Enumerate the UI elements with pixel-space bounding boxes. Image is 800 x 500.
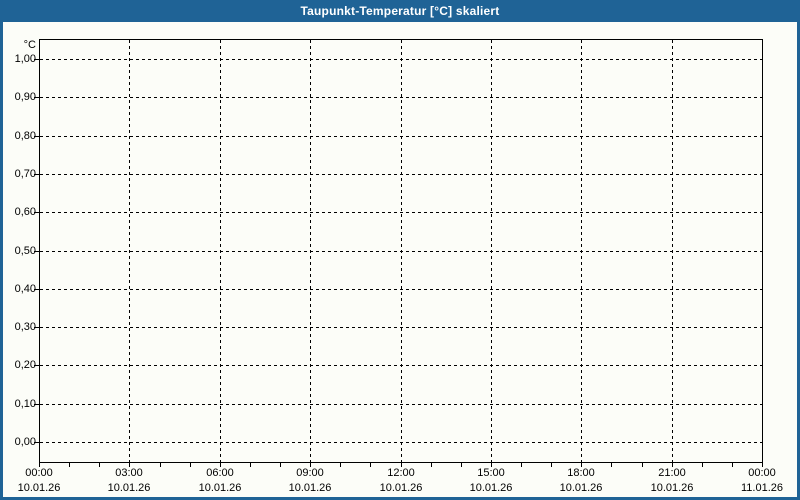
v-gridline xyxy=(581,40,582,462)
x-axis-tick xyxy=(611,463,612,467)
x-axis-tick xyxy=(280,463,281,467)
y-axis-label: 1,00 xyxy=(14,53,36,65)
v-gridline xyxy=(220,40,221,462)
y-axis-label: 0,10 xyxy=(14,398,36,410)
x-axis-tick xyxy=(310,463,311,467)
y-axis-tick xyxy=(34,59,39,60)
x-axis-tick xyxy=(431,463,432,467)
x-axis-tick xyxy=(129,463,130,467)
y-axis-label: 0,30 xyxy=(14,321,36,333)
y-axis-tick xyxy=(34,212,39,213)
y-axis-tick xyxy=(34,251,39,252)
x-axis-tick xyxy=(39,463,40,467)
y-axis-label: 0,90 xyxy=(14,91,36,103)
y-axis-label: 0,50 xyxy=(14,245,36,257)
x-axis-tick xyxy=(370,463,371,467)
y-axis-label: 0,70 xyxy=(14,168,36,180)
x-axis-tick xyxy=(160,463,161,467)
y-axis-tick xyxy=(34,136,39,137)
x-axis-time-label: 15:00 xyxy=(477,467,505,479)
y-axis-label: 0,80 xyxy=(14,130,36,142)
x-axis-tick xyxy=(250,463,251,467)
x-axis-date-label: 10.01.26 xyxy=(107,482,151,494)
y-axis-tick xyxy=(34,174,39,175)
window-frame-bottom xyxy=(0,497,800,500)
x-axis-time-label: 00:00 xyxy=(25,467,53,479)
y-axis-tick xyxy=(34,97,39,98)
x-axis-tick xyxy=(190,463,191,467)
x-axis-date-label: 10.01.26 xyxy=(198,482,242,494)
x-axis-time-label: 12:00 xyxy=(387,467,415,479)
x-axis-tick xyxy=(401,463,402,467)
x-axis-date-label: 10.01.26 xyxy=(559,482,603,494)
y-axis-tick xyxy=(34,404,39,405)
v-gridline xyxy=(491,40,492,462)
y-axis-tick xyxy=(34,327,39,328)
x-axis-date-label: 10.01.26 xyxy=(379,482,423,494)
x-axis-tick xyxy=(461,463,462,467)
x-axis-tick xyxy=(521,463,522,467)
x-axis-tick xyxy=(642,463,643,467)
window-frame-left xyxy=(0,22,3,500)
y-axis-tick xyxy=(34,365,39,366)
v-gridline xyxy=(310,40,311,462)
v-gridline xyxy=(401,40,402,462)
v-gridline xyxy=(129,40,130,462)
x-axis-time-label: 09:00 xyxy=(296,467,324,479)
y-axis-label: 0,60 xyxy=(14,206,36,218)
window-title-bar[interactable]: Taupunkt-Temperatur [°C] skaliert xyxy=(0,0,800,22)
y-axis-label: 0,40 xyxy=(14,283,36,295)
x-axis-tick xyxy=(340,463,341,467)
x-axis-time-label: 18:00 xyxy=(567,467,595,479)
x-axis-date-label: 10.01.26 xyxy=(288,482,332,494)
x-axis-time-label: 03:00 xyxy=(115,467,143,479)
x-axis-date-label: 10.01.26 xyxy=(650,482,694,494)
x-axis-tick xyxy=(702,463,703,467)
x-axis-tick xyxy=(491,463,492,467)
x-axis-date-label: 11.01.26 xyxy=(740,482,783,494)
x-axis-tick xyxy=(551,463,552,467)
v-gridline xyxy=(672,40,673,462)
x-axis-tick xyxy=(69,463,70,467)
y-axis-unit-label: °C xyxy=(23,39,36,51)
y-axis-tick xyxy=(34,442,39,443)
window-title: Taupunkt-Temperatur [°C] skaliert xyxy=(300,4,500,18)
x-axis-time-label: 06:00 xyxy=(206,467,234,479)
x-axis-tick xyxy=(672,463,673,467)
y-axis-tick xyxy=(34,289,39,290)
x-axis-tick xyxy=(762,463,763,467)
x-axis-date-label: 10.01.26 xyxy=(17,482,61,494)
x-axis-tick xyxy=(220,463,221,467)
x-axis-time-label: 00:00 xyxy=(748,467,776,479)
x-axis-tick xyxy=(99,463,100,467)
x-axis-time-label: 21:00 xyxy=(658,467,686,479)
y-axis-label: 0,00 xyxy=(14,436,36,448)
x-axis-date-label: 10.01.26 xyxy=(469,482,513,494)
x-axis-tick xyxy=(581,463,582,467)
y-axis-label: 0,20 xyxy=(14,359,36,371)
x-axis-tick xyxy=(732,463,733,467)
window-frame-right xyxy=(797,22,800,500)
plot-area xyxy=(39,39,763,463)
